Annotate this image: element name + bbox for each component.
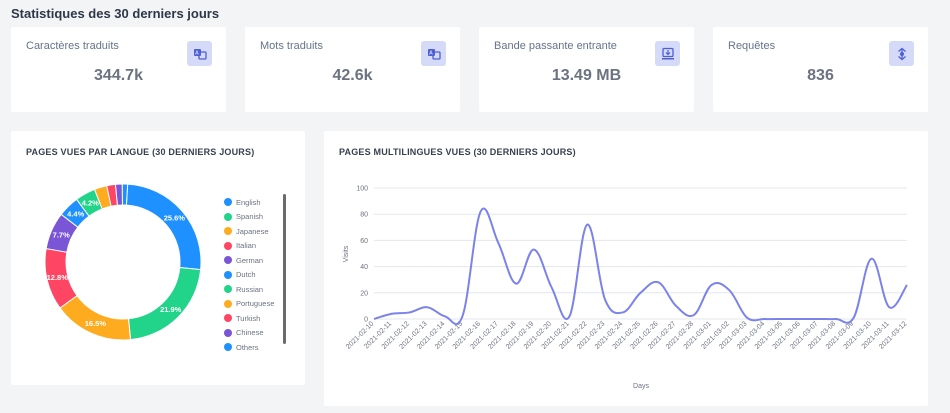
- legend-item-portuguese[interactable]: Portuguese: [224, 297, 274, 312]
- legend-label: German: [236, 255, 264, 265]
- legend-dot: [224, 241, 232, 250]
- legend-label: Russian: [236, 284, 264, 294]
- legend-label: Others: [236, 342, 259, 352]
- stat-label: Caractères traduits: [26, 40, 119, 52]
- svg-text:A: A: [195, 50, 199, 56]
- page-title: Statistiques des 30 derniers jours: [11, 6, 220, 21]
- stat-label: Requêtes: [728, 40, 776, 52]
- legend-dot: [224, 198, 232, 207]
- legend-dot: [224, 299, 232, 308]
- stat-label: Mots traduits: [260, 40, 323, 52]
- translate-icon: A: [421, 41, 446, 66]
- chart-legend: English Spanish Japanese Italian German Dutch…: [224, 195, 274, 355]
- legend-label: Dutch: [236, 270, 256, 280]
- legend-dot: [224, 328, 232, 337]
- svg-text:A: A: [429, 50, 433, 56]
- legend-dot: [224, 285, 232, 294]
- legend-item-dutch[interactable]: Dutch: [224, 268, 274, 283]
- stat-card-requests: Requêtes 836: [713, 27, 928, 112]
- legend-dot: [224, 343, 232, 352]
- stat-value: 344.7k: [94, 67, 143, 84]
- stat-card-characters: Caractères traduits 344.7k A: [11, 27, 226, 112]
- legend-item-japanese[interactable]: Japanese: [224, 224, 274, 239]
- legend-dot: [224, 212, 232, 221]
- stat-value: 42.6k: [332, 67, 373, 84]
- legend-dot: [224, 256, 232, 265]
- legend-item-english[interactable]: English: [224, 195, 274, 210]
- legend-item-others[interactable]: Others: [224, 340, 274, 355]
- legend-dot: [224, 227, 232, 236]
- legend-label: Chinese: [236, 328, 264, 338]
- stat-card-words: Mots traduits 42.6k A: [245, 27, 460, 112]
- legend-item-german[interactable]: German: [224, 253, 274, 268]
- legend-scrollbar[interactable]: [283, 194, 286, 344]
- legend-dot: [224, 270, 232, 279]
- legend-label: Italian: [236, 241, 257, 251]
- legend-label: Turkish: [236, 313, 261, 323]
- legend-item-russian[interactable]: Russian: [224, 282, 274, 297]
- stat-card-bandwidth: Bande passante entrante 13.49 MB: [479, 27, 694, 112]
- stat-label: Bande passante entrante: [494, 40, 617, 52]
- donut-panel-title: PAGES VUES PAR LANGUE (30 DERNIERS JOURS…: [26, 147, 255, 157]
- legend-dot: [224, 314, 232, 323]
- legend-item-italian[interactable]: Italian: [224, 239, 274, 254]
- legend-item-turkish[interactable]: Turkish: [224, 311, 274, 326]
- legend-label: Spanish: [236, 212, 264, 222]
- translate-icon: A: [187, 41, 212, 66]
- legend-item-spanish[interactable]: Spanish: [224, 210, 274, 225]
- request-icon: [889, 41, 914, 66]
- legend-item-chinese[interactable]: Chinese: [224, 326, 274, 341]
- stat-value: 13.49 MB: [551, 67, 622, 84]
- legend-label: Portuguese: [236, 299, 275, 309]
- download-icon: [655, 41, 680, 66]
- line-panel: PAGES MULTILINGUES VUES (30 DERNIERS JOU…: [324, 131, 928, 406]
- stat-value: 836: [807, 67, 834, 84]
- legend-label: English: [236, 197, 261, 207]
- legend-label: Japanese: [236, 226, 269, 236]
- line-panel-title: PAGES MULTILINGUES VUES (30 DERNIERS JOU…: [339, 147, 576, 157]
